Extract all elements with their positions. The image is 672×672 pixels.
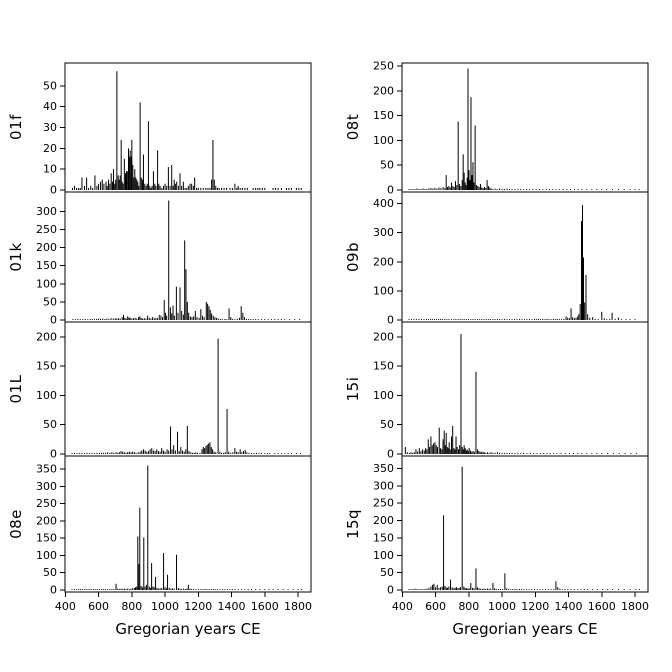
y-tick-label: 200 [373, 84, 394, 97]
y-tick-label: 250 [373, 59, 394, 72]
y-tick-label: 100 [373, 389, 394, 402]
y-tick-label: 40 [43, 100, 57, 113]
panel-label-09b: 09b [344, 241, 362, 273]
panel-border [64, 455, 312, 593]
y-tick-label: 0 [50, 314, 57, 327]
y-tick-label: 150 [373, 360, 394, 373]
y-tick-label: 250 [36, 223, 57, 236]
x-tick-label: 400 [55, 600, 76, 613]
y-tick-label: 10 [43, 163, 57, 176]
panel-label-08t: 08t [344, 113, 362, 141]
x-tick-label: 600 [88, 600, 109, 613]
x-tick-label: 1000 [488, 600, 516, 613]
y-tick-label: 50 [380, 566, 394, 579]
panel-border [64, 321, 312, 457]
y-tick-label: 300 [373, 479, 394, 492]
y-tick-label: 150 [36, 532, 57, 545]
panel-label-15q: 15q [344, 508, 362, 540]
y-tick-label: 150 [36, 360, 57, 373]
y-tick-label: 50 [43, 295, 57, 308]
y-tick-label: 200 [373, 514, 394, 527]
y-tick-label: 100 [373, 134, 394, 147]
y-tick-label: 200 [373, 330, 394, 343]
y-tick-label: 0 [50, 184, 57, 197]
y-tick-label: 150 [373, 531, 394, 544]
x-tick-label: 800 [121, 600, 142, 613]
y-tick-label: 0 [50, 448, 57, 461]
x-tick-label: 1800 [621, 600, 649, 613]
x-tick-label: 1400 [555, 600, 583, 613]
y-tick-label: 0 [387, 584, 394, 597]
panel-border [401, 191, 649, 323]
y-tick-label: 100 [373, 284, 394, 297]
x-tick-label: 1400 [218, 600, 246, 613]
x-tick-label: 1200 [184, 600, 212, 613]
panel-border [401, 62, 649, 193]
y-tick-label: 50 [43, 566, 57, 579]
y-tick-label: 0 [387, 314, 394, 327]
y-tick-label: 50 [43, 418, 57, 431]
x-tick-label: 1800 [284, 600, 312, 613]
y-tick-label: 350 [36, 463, 57, 476]
y-tick-label: 300 [373, 226, 394, 239]
y-tick-label: 150 [36, 259, 57, 272]
y-tick-label: 200 [373, 255, 394, 268]
x-tick-label: 600 [425, 600, 446, 613]
y-tick-label: 200 [36, 514, 57, 527]
y-tick-label: 300 [36, 480, 57, 493]
y-tick-label: 100 [36, 389, 57, 402]
y-tick-label: 250 [36, 497, 57, 510]
y-tick-label: 0 [387, 448, 394, 461]
panel-label-08e: 08e [7, 509, 25, 539]
panel-label-15i: 15i [344, 376, 362, 402]
y-tick-label: 50 [380, 418, 394, 431]
y-tick-label: 50 [380, 159, 394, 172]
panel-label-01k: 01k [7, 242, 25, 272]
x-tick-label: 800 [458, 600, 479, 613]
y-tick-label: 30 [43, 121, 57, 134]
panel-border [401, 455, 649, 593]
y-tick-label: 200 [36, 241, 57, 254]
y-tick-label: 200 [36, 330, 57, 343]
panel-label-01L: 01L [7, 374, 25, 404]
y-tick-label: 400 [373, 197, 394, 210]
x-tick-label: 400 [392, 600, 413, 613]
x-tick-label: 1000 [151, 600, 179, 613]
y-tick-label: 50 [43, 79, 57, 92]
y-tick-label: 0 [387, 184, 394, 197]
x-tick-label: 1600 [251, 600, 279, 613]
x-tick-label: 1600 [588, 600, 616, 613]
y-tick-label: 100 [36, 549, 57, 562]
y-tick-label: 150 [373, 109, 394, 122]
y-tick-label: 100 [373, 549, 394, 562]
x-axis-title-left: Gregorian years CE [115, 620, 261, 638]
y-tick-label: 20 [43, 142, 57, 155]
panel-border [64, 191, 312, 323]
y-tick-label: 0 [50, 584, 57, 597]
panel-border [64, 62, 312, 193]
y-tick-label: 100 [36, 277, 57, 290]
y-tick-label: 300 [36, 205, 57, 218]
x-axis-title-right: Gregorian years CE [452, 620, 598, 638]
panel-label-01f: 01f [7, 114, 25, 140]
x-tick-label: 1200 [521, 600, 549, 613]
y-tick-label: 350 [373, 462, 394, 475]
y-tick-label: 250 [373, 497, 394, 510]
